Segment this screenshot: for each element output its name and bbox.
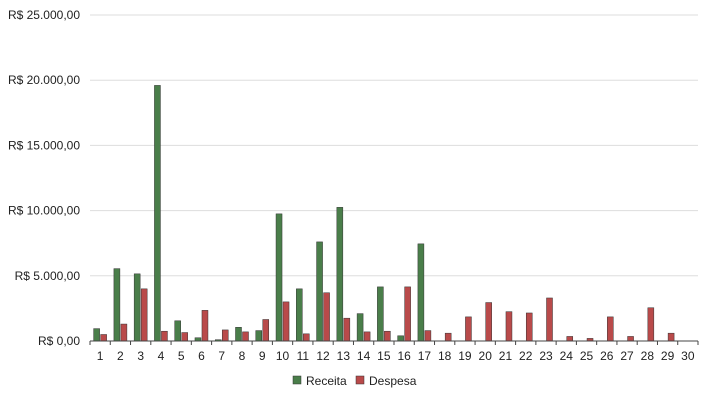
bar-receita-9[interactable] bbox=[255, 330, 263, 342]
bar-despesa-21[interactable] bbox=[505, 311, 513, 342]
bar-despesa-13[interactable] bbox=[343, 317, 351, 342]
bar-receita-5[interactable] bbox=[174, 320, 181, 342]
y-tick-label: R$ 5.000,00 bbox=[15, 269, 81, 283]
bar-despesa-20[interactable] bbox=[485, 302, 492, 342]
bar-despesa-27[interactable] bbox=[627, 336, 634, 342]
x-tick-label: 16 bbox=[397, 349, 411, 363]
bar-despesa-9[interactable] bbox=[262, 319, 270, 342]
x-tick-label: 2 bbox=[117, 349, 124, 363]
x-tick-label: 24 bbox=[560, 349, 574, 363]
x-tick-label: 12 bbox=[316, 349, 330, 363]
bar-despesa-15[interactable] bbox=[384, 330, 391, 342]
x-tick-label: 25 bbox=[580, 349, 594, 363]
bar-receita-12[interactable] bbox=[316, 241, 323, 342]
bar-receita-8[interactable] bbox=[235, 327, 242, 342]
bar-despesa-7[interactable] bbox=[221, 329, 229, 342]
bar-receita-16[interactable] bbox=[397, 335, 404, 342]
x-tick-label: 19 bbox=[458, 349, 472, 363]
bar-despesa-4[interactable] bbox=[161, 330, 168, 342]
x-tick-label: 8 bbox=[239, 349, 246, 363]
bar-receita-3[interactable] bbox=[133, 273, 141, 342]
bar-despesa-17[interactable] bbox=[424, 330, 432, 342]
legend-label-despesa[interactable]: Despesa bbox=[369, 374, 417, 388]
x-tick-label: 11 bbox=[297, 349, 310, 363]
x-tick-label: 3 bbox=[137, 349, 144, 363]
bar-receita-1[interactable] bbox=[93, 328, 100, 342]
y-tick-label: R$ 0,00 bbox=[38, 334, 80, 348]
x-tick-label: 21 bbox=[499, 349, 513, 363]
x-tick-label: 6 bbox=[198, 349, 205, 363]
bar-despesa-16[interactable] bbox=[404, 286, 411, 342]
bar-despesa-12[interactable] bbox=[323, 292, 330, 342]
bar-receita-2[interactable] bbox=[113, 268, 121, 342]
x-tick-label: 20 bbox=[479, 349, 493, 363]
bar-despesa-24[interactable] bbox=[566, 336, 574, 342]
x-tick-label: 22 bbox=[519, 349, 533, 363]
x-tick-label: 10 bbox=[276, 349, 290, 363]
legend-swatch-receita[interactable] bbox=[292, 375, 302, 385]
legend-label-receita[interactable]: Receita bbox=[306, 374, 347, 388]
x-tick-label: 15 bbox=[377, 349, 391, 363]
bar-despesa-10[interactable] bbox=[282, 301, 290, 342]
legend-swatch-despesa[interactable] bbox=[355, 375, 365, 385]
x-tick-label: 18 bbox=[438, 349, 452, 363]
bar-receita-11[interactable] bbox=[296, 288, 303, 342]
x-axis-ticks: 1 2 3 4 5 6 7 8 9 10 11 12 13 14 15 16 17 18 19 20 21 22 23 24 2… bbox=[97, 349, 695, 363]
bar-receita-15[interactable] bbox=[377, 286, 384, 342]
bar-despesa-8[interactable] bbox=[242, 331, 249, 342]
bar-despesa-6[interactable] bbox=[201, 310, 209, 342]
x-tick-label: 26 bbox=[600, 349, 614, 363]
bar-receita-4[interactable] bbox=[154, 85, 161, 342]
bar-despesa-1[interactable] bbox=[100, 334, 107, 342]
bar-despesa-29[interactable] bbox=[667, 332, 675, 342]
bar-despesa-18[interactable] bbox=[444, 332, 452, 342]
bar-receita-10[interactable] bbox=[275, 213, 283, 342]
y-tick-label: R$ 15.000,00 bbox=[8, 138, 80, 152]
x-tick-label: 9 bbox=[259, 349, 266, 363]
x-tick-label: 1 bbox=[97, 349, 104, 363]
legend: Receita Despesa bbox=[292, 374, 417, 388]
bar-despesa-26[interactable] bbox=[607, 316, 614, 342]
bar-receita-14[interactable] bbox=[356, 313, 364, 342]
x-tick-label: 28 bbox=[641, 349, 655, 363]
bar-despesa-22[interactable] bbox=[525, 312, 533, 342]
y-tick-label: R$ 10.000,00 bbox=[8, 204, 80, 218]
x-tick-label: 27 bbox=[620, 349, 634, 363]
y-tick-label: R$ 25.000,00 bbox=[8, 8, 80, 22]
bar-despesa-3[interactable] bbox=[140, 288, 148, 342]
bar-despesa-5[interactable] bbox=[181, 332, 188, 342]
bar-despesa-14[interactable] bbox=[363, 331, 371, 342]
bar-receita-13[interactable] bbox=[336, 207, 344, 342]
x-tick-label: 5 bbox=[178, 349, 185, 363]
x-tick-label: 13 bbox=[337, 349, 351, 363]
bar-despesa-11[interactable] bbox=[303, 333, 310, 342]
x-tick-label: 14 bbox=[357, 349, 371, 363]
x-tick-label: 23 bbox=[539, 349, 553, 363]
x-tick-label: 17 bbox=[418, 349, 432, 363]
bar-despesa-28[interactable] bbox=[647, 307, 655, 342]
bars bbox=[93, 85, 675, 342]
x-tick-label: 4 bbox=[158, 349, 165, 363]
bar-despesa-23[interactable] bbox=[546, 297, 553, 342]
bar-despesa-2[interactable] bbox=[120, 323, 128, 342]
gridlines bbox=[90, 14, 698, 277]
bar-despesa-19[interactable] bbox=[465, 316, 472, 342]
x-tick-label: 30 bbox=[681, 349, 695, 363]
x-tick-label: 7 bbox=[218, 349, 225, 363]
y-axis-ticks: R$ 0,00 R$ 5.000,00 R$ 10.000,00 R$ 15.000,… bbox=[8, 8, 80, 348]
x-axis bbox=[89, 340, 699, 345]
y-tick-label: R$ 20.000,00 bbox=[8, 73, 80, 87]
bar-receita-17[interactable] bbox=[417, 243, 425, 342]
x-tick-label: 29 bbox=[661, 349, 675, 363]
